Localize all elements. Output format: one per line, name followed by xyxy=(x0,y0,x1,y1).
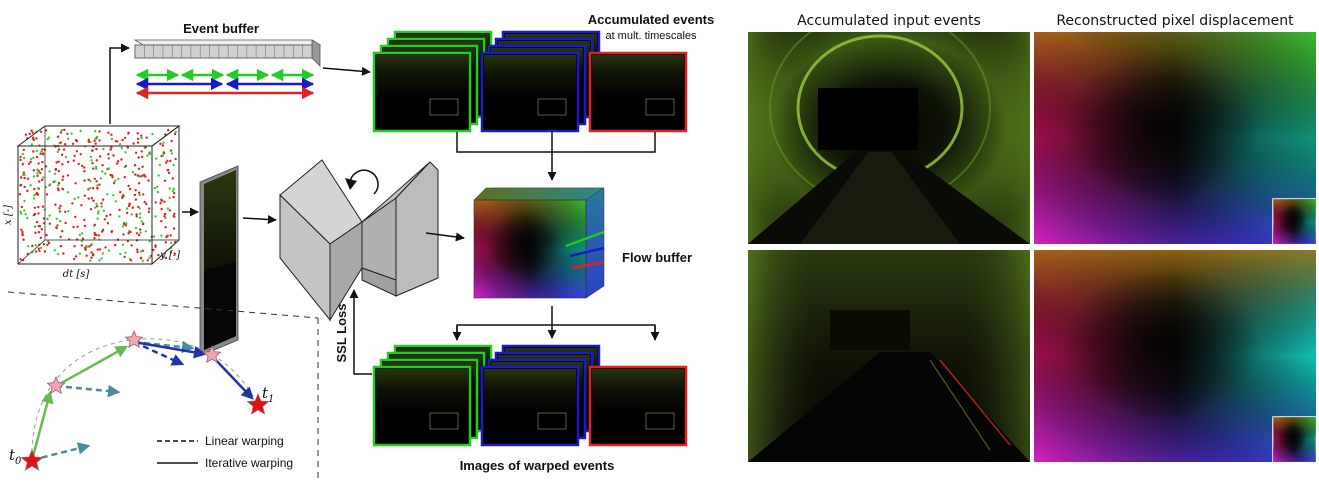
ssl-loss-arrow xyxy=(349,289,372,375)
flow-image-road xyxy=(1034,250,1316,462)
event-cube xyxy=(16,125,181,266)
t1-label: t1 xyxy=(262,384,274,405)
t0-label: t0 xyxy=(9,446,22,467)
event-image-road xyxy=(748,250,1030,462)
buffer-cells xyxy=(144,45,303,58)
panel-right-title: Reconstructed pixel displacement xyxy=(1056,13,1294,29)
event-frame xyxy=(480,51,580,133)
warped-event-frames xyxy=(372,344,688,447)
axis-y-label: y [-] xyxy=(159,250,180,261)
input-image xyxy=(199,165,239,357)
arrow-buffer-to-accumulated xyxy=(322,66,371,76)
event-buffer xyxy=(133,39,322,67)
warping-inset xyxy=(7,291,319,482)
accumulated-events-title: Accumulated events xyxy=(588,12,714,27)
arrow-network-to-flow xyxy=(425,232,465,242)
flow-buffer-label: Flow buffer xyxy=(622,250,692,265)
star-icon xyxy=(20,329,270,471)
event-points xyxy=(18,128,177,262)
color-wheel-icon xyxy=(1272,198,1317,463)
images-warped-label: Images of warped events xyxy=(460,458,615,473)
event-image-tunnel xyxy=(748,32,1030,244)
flow-image-tunnel xyxy=(1034,32,1316,244)
arrow-cube-to-buffer xyxy=(109,43,130,124)
flow-buffer xyxy=(473,187,605,299)
arrow-input-to-network xyxy=(242,215,277,225)
legend-iterative-label: Iterative warping xyxy=(205,456,293,470)
event-frame xyxy=(372,365,472,447)
arrow-flow-to-warped xyxy=(452,306,660,341)
event-frame xyxy=(372,51,472,133)
accumulated-event-frames xyxy=(372,30,688,133)
legend-linear-label: Linear warping xyxy=(205,434,284,448)
axis-dt-label: dt [s] xyxy=(63,269,90,280)
arrow-accumulated-to-flow xyxy=(456,132,656,181)
timescale-arrows xyxy=(135,68,315,100)
circular-arrow-icon xyxy=(345,169,379,195)
event-frame xyxy=(588,51,688,133)
mult-timescales-subtitle: at mult. timescales xyxy=(605,30,697,42)
event-frame xyxy=(480,365,580,447)
network xyxy=(279,159,439,322)
event-buffer-label: Event buffer xyxy=(183,21,259,36)
ssl-loss-label: SSL Loss xyxy=(334,303,349,362)
panel-left-title: Accumulated input events xyxy=(797,13,981,29)
event-frame xyxy=(588,365,688,447)
axis-x-label: x [-] xyxy=(3,205,14,225)
